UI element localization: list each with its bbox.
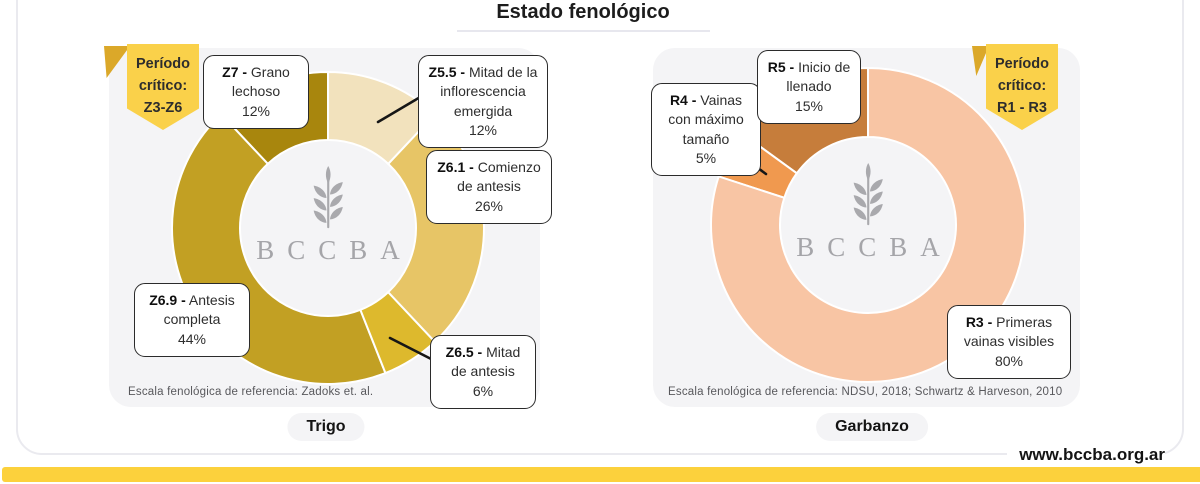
slice-callout-z7: Z7 - Grano lechoso 12% <box>203 55 309 129</box>
slice-pct: 44% <box>177 330 207 347</box>
slice-pct: 5% <box>695 149 717 166</box>
header: Estado fenológico <box>0 0 1183 24</box>
pennant-line: Z3-Z6 <box>143 100 183 116</box>
slice-callout-z5-5: Z5.5 - Mitad de la inflorescencia emergi… <box>418 55 548 149</box>
slice-pct: 12% <box>241 102 271 119</box>
pennant-line: crítico: <box>138 78 188 94</box>
pennant-line: Período <box>995 56 1049 72</box>
critical-period-badge-garbanzo: Período crítico: R1 - R3 <box>986 44 1058 130</box>
critical-period-badge-trigo: Período crítico: Z3-Z6 <box>127 44 199 130</box>
donut-slice <box>710 66 1026 383</box>
slice-pct: 80% <box>994 352 1024 369</box>
pennant-line: crítico: <box>997 78 1047 94</box>
wheat-icon <box>313 166 343 229</box>
slice-callout-r4: R4 - Vainas con máximo tamaño 5% <box>651 83 761 177</box>
title-divider <box>457 30 710 32</box>
slice-callout-r3: R3 - Primeras vainas visibles 80% <box>947 305 1071 379</box>
pennant-line: Período <box>136 56 190 72</box>
bccba-watermark: BCCBA <box>796 163 940 263</box>
slice-pct: 6% <box>472 382 494 399</box>
wheat-icon <box>853 163 883 226</box>
slice-pct: 12% <box>468 121 498 138</box>
bccba-watermark: BCCBA <box>256 166 400 266</box>
footer-accent-bar <box>2 467 1200 482</box>
slice-pct: 15% <box>794 97 824 114</box>
crop-chip-trigo: Trigo <box>287 413 365 441</box>
footnote-garbanzo: Escala fenológica de referencia: NDSU, 2… <box>668 386 1063 398</box>
website-url: www.bccba.org.ar <box>1007 443 1165 467</box>
slice-callout-r5: R5 - Inicio de llenado 15% <box>757 50 861 124</box>
bccba-letters: BCCBA <box>256 235 413 265</box>
slice-callout-z6-9: Z6.9 - Antesis completa 44% <box>134 283 250 357</box>
footnote-trigo: Escala fenológica de referencia: Zadoks … <box>128 386 374 398</box>
bccba-letters: BCCBA <box>796 232 953 262</box>
callout-connector <box>376 94 424 124</box>
slice-callout-z6-1: Z6.1 - Comienzo de antesis 26% <box>426 150 552 224</box>
callout-connector <box>388 336 439 364</box>
slice-callout-z6-5: Z6.5 - Mitad de antesis 6% <box>430 335 536 409</box>
crop-chip-garbanzo: Garbanzo <box>816 413 928 441</box>
page-title: Estado fenológico <box>496 1 670 23</box>
slice-pct: 26% <box>474 197 504 214</box>
pennant-line: R1 - R3 <box>997 100 1047 116</box>
